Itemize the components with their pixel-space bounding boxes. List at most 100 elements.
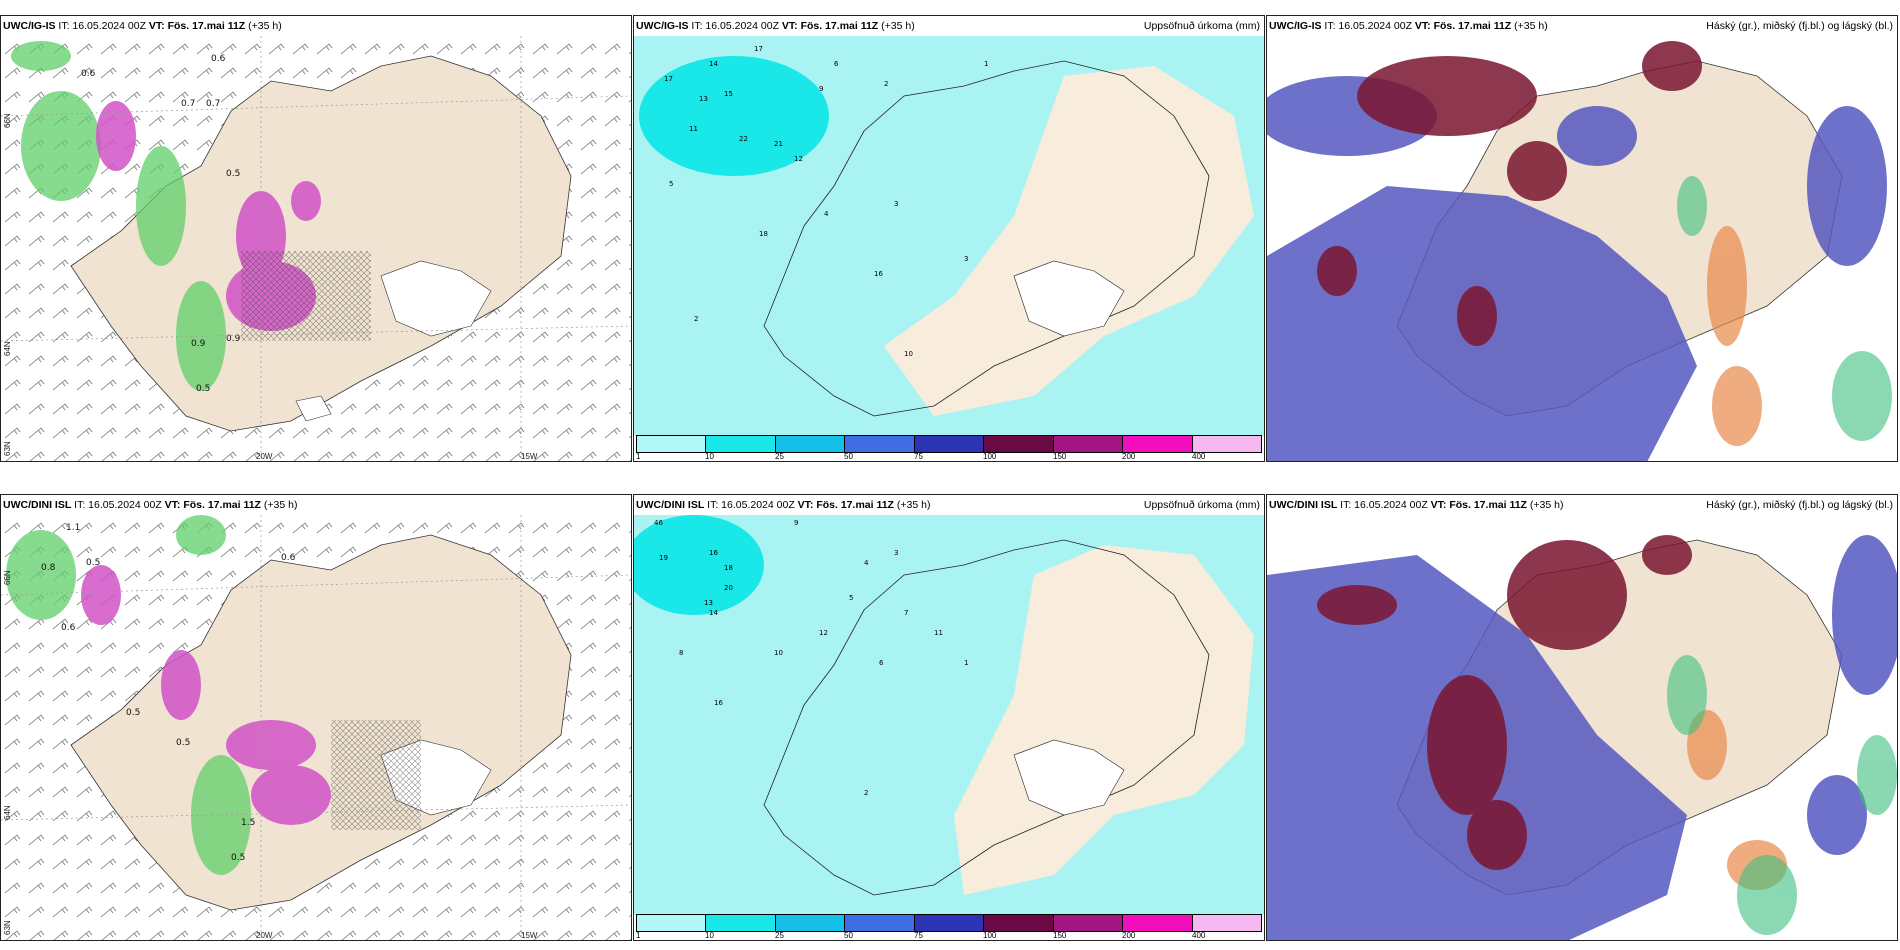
svg-text:0.5: 0.5 (126, 708, 140, 718)
svg-text:0.8: 0.8 (41, 563, 56, 573)
cloud-map (1267, 515, 1897, 940)
svg-text:0.6: 0.6 (211, 54, 226, 64)
precip-high-area (639, 56, 829, 176)
mid-cloud-green (1667, 655, 1897, 935)
model-name: UWC/DINI ISL (636, 499, 705, 511)
precip-map: 46 19 16 18 13 20 14 9 12 10 11 7 8 3 2 … (634, 515, 1264, 915)
model-name: UWC/DINI ISL (3, 499, 72, 511)
valid-time-label: VT: (1414, 20, 1431, 32)
svg-text:46: 46 (654, 519, 663, 527)
svg-text:7: 7 (904, 609, 908, 617)
mid-cloud-orange (1707, 226, 1762, 446)
glacier-vatnajokull (380, 260, 492, 337)
svg-text:1: 1 (964, 659, 968, 667)
valid-time: Fös. 17.mai 11Z (1449, 499, 1527, 511)
lon-label-15w: 15W (521, 931, 538, 940)
lat-label-64n: 64N (3, 805, 12, 820)
legend-swatch (1053, 915, 1124, 931)
lead-time: (+35 h) (1514, 20, 1548, 32)
lead-time: (+35 h) (263, 499, 298, 511)
panel-header: UWC/IG-IS IT: 16.05.2024 00Z VT: Fös. 17… (1267, 16, 1897, 36)
legend-label: 100 (983, 452, 997, 461)
svg-text:12: 12 (794, 155, 803, 163)
legend-label: 75 (914, 452, 923, 461)
svg-text:9: 9 (794, 519, 798, 527)
iceland-coastline (763, 539, 1210, 896)
svg-text:0.9: 0.9 (191, 339, 206, 349)
svg-text:6: 6 (834, 60, 839, 68)
init-time: IT: 16.05.2024 00Z (1340, 499, 1428, 511)
model-name: UWC/DINI ISL (1269, 499, 1338, 511)
map-area[interactable]: 0.6 0.7 0.7 0.5 0.6 0.9 0.9 0.5 (1, 36, 631, 461)
svg-text:16: 16 (709, 549, 718, 557)
high-cloud-dark-red (1317, 535, 1692, 870)
legend-label: 400 (1192, 931, 1206, 940)
svg-text:16: 16 (714, 699, 723, 707)
legend-label: 25 (775, 931, 784, 940)
precip-values: 17 14 17 13 15 11 22 21 12 9 6 2 1 5 3 4… (664, 45, 988, 358)
hatch-area (241, 251, 371, 341)
panel-title: Uppsöfnuð úrkoma (mm) (1143, 499, 1260, 511)
init-time: IT: 16.05.2024 00Z (707, 499, 795, 511)
svg-text:3: 3 (894, 549, 898, 557)
legend-swatch (637, 915, 707, 931)
lead-time: (+35 h) (1529, 499, 1564, 511)
map-area[interactable]: 46 19 16 18 13 20 14 9 12 10 11 7 8 3 2 … (634, 515, 1264, 940)
svg-text:18: 18 (759, 230, 768, 238)
svg-text:10: 10 (904, 350, 913, 358)
valid-time-label: VT: (1430, 499, 1447, 511)
precip-map: 17 14 17 13 15 11 22 21 12 9 6 2 1 5 3 4… (634, 36, 1264, 436)
legend-labels: 1 10 25 50 75 100 150 200 400 (636, 931, 1262, 940)
svg-text:0.5: 0.5 (86, 558, 100, 568)
svg-text:12: 12 (819, 629, 828, 637)
legend-label: 25 (775, 452, 784, 461)
valid-time: Fös. 17.mai 11Z (183, 499, 261, 511)
legend-swatch (1053, 436, 1124, 452)
lon-label-20w: 20W (256, 931, 273, 940)
lat-label-64n: 64N (3, 341, 12, 356)
svg-text:0.5: 0.5 (226, 169, 240, 179)
svg-text:0.5: 0.5 (231, 853, 245, 863)
ice-cap (1013, 739, 1125, 816)
legend-swatch (914, 436, 985, 452)
map-area[interactable]: 1.1 0.8 0.5 0.6 0.5 0.5 0.6 0.5 1.5 (1, 515, 631, 940)
svg-text:17: 17 (664, 75, 673, 83)
panel-header: UWC/DINI ISL IT: 16.05.2024 00Z VT: Fös.… (1267, 495, 1897, 515)
svg-text:15: 15 (724, 90, 733, 98)
valid-time-label: VT: (148, 20, 165, 32)
precip-values: 46 19 16 18 13 20 14 9 12 10 11 7 8 3 2 … (654, 519, 968, 797)
ice-cap (1013, 260, 1125, 337)
map-area[interactable] (1267, 515, 1897, 940)
svg-text:13: 13 (699, 95, 708, 103)
svg-text:1.5: 1.5 (241, 818, 255, 828)
legend-label: 1 (636, 931, 641, 940)
lat-label-63n: 63N (3, 920, 12, 935)
valid-time: Fös. 17.mai 11Z (167, 20, 246, 32)
valid-time-label: VT: (781, 20, 798, 32)
legend-swatch (1123, 915, 1193, 931)
legend-label: 50 (844, 931, 853, 940)
valid-time-label: VT: (797, 499, 814, 511)
map-area[interactable]: 17 14 17 13 15 11 22 21 12 9 6 2 1 5 3 4… (634, 36, 1264, 461)
valid-time: Fös. 17.mai 11Z (816, 499, 894, 511)
svg-text:0.6: 0.6 (281, 553, 296, 563)
svg-text:16: 16 (874, 270, 883, 278)
legend-swatch (775, 915, 846, 931)
map-area[interactable] (1267, 36, 1897, 461)
svg-text:21: 21 (774, 140, 783, 148)
svg-text:1: 1 (984, 60, 988, 68)
svg-text:2: 2 (864, 789, 868, 797)
model-name: UWC/IG-IS (1269, 20, 1322, 32)
svg-text:0.6: 0.6 (81, 69, 96, 79)
legend-swatch (984, 915, 1054, 931)
precip-high-area (634, 515, 764, 615)
lead-time: (+35 h) (881, 20, 915, 32)
legend-swatch (706, 915, 776, 931)
panel-header: UWC/DINI ISL IT: 16.05.2024 00Z VT: Fös.… (1, 495, 631, 515)
valid-time-label: VT: (164, 499, 181, 511)
legend-swatch (775, 436, 846, 452)
panel-title: Uppsöfnuð úrkoma (mm) (1143, 20, 1260, 32)
wind-values: 0.6 0.7 0.7 0.5 0.6 0.9 0.9 0.5 (81, 54, 241, 394)
panel-clouds-igis: UWC/IG-IS IT: 16.05.2024 00Z VT: Fös. 17… (1266, 15, 1898, 462)
legend-swatch (914, 915, 985, 931)
